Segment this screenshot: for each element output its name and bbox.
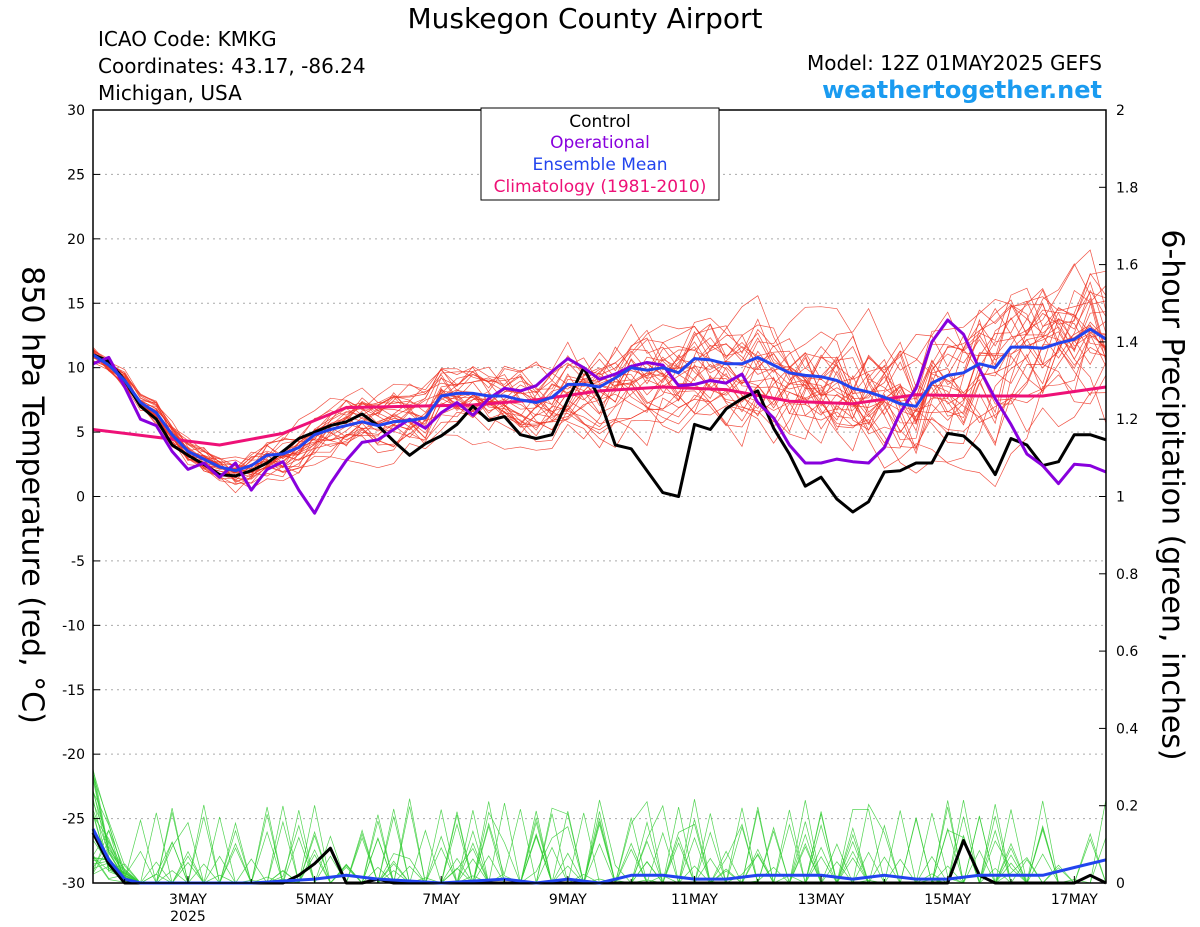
x-tick-label: 13MAY — [798, 892, 845, 908]
precipitation-member-line — [92, 809, 1106, 884]
coordinates: Coordinates: 43.17, -86.24 — [98, 54, 366, 78]
x-tick-label: 3MAY — [169, 892, 207, 908]
y-tick-label: -10 — [62, 618, 85, 634]
y2-tick-label: 2 — [1116, 103, 1125, 119]
climatology-1981-2010-temp-line — [92, 385, 1107, 447]
operational-temp-line — [92, 318, 1107, 515]
legend-climatology: Climatology (1981-2010) — [494, 177, 707, 197]
temperature-member-line — [92, 300, 1107, 477]
legend-box — [480, 107, 720, 201]
temperature-member-line — [92, 272, 1107, 470]
precipitation-member-line — [92, 808, 1106, 884]
temperature-member-line — [92, 270, 1107, 469]
y2-axis-label: 6-hour Precipitation (green, inches) — [1154, 229, 1190, 761]
y-tick-label: 20 — [67, 232, 85, 248]
legend-operational: Operational — [550, 133, 650, 153]
temperature-member-line — [92, 281, 1107, 484]
y2-tick-label: 1.4 — [1116, 335, 1138, 351]
y2-tick-label: 0.6 — [1116, 644, 1138, 660]
temperature-member-line — [92, 289, 1107, 494]
precipitation-member-line — [92, 800, 1106, 884]
ensemble-mean-temp-line — [92, 327, 1107, 473]
y2-tick-label: 0.2 — [1116, 799, 1138, 815]
y-tick-label: -5 — [71, 554, 85, 570]
temperature-members — [92, 249, 1107, 494]
x-tick-label: 17MAY — [1051, 892, 1098, 908]
y2-tick-label: 1 — [1116, 490, 1125, 506]
chart-title: Muskegon County Airport — [407, 2, 763, 35]
y-tick-label: 25 — [67, 167, 85, 183]
y2-tick-label: 0.8 — [1116, 567, 1138, 583]
y-tick-label: -25 — [62, 812, 85, 828]
temperature-member-line — [92, 328, 1107, 477]
precipitation-member-line — [92, 798, 1107, 884]
legend-ensemble-mean: Ensemble Mean — [532, 155, 667, 175]
y-tick-label: 15 — [67, 296, 85, 312]
axes: 302520151050-5-10-15-20-25-3021.81.61.41… — [62, 103, 1138, 925]
temperature-member-line — [92, 333, 1107, 474]
y2-tick-label: 0.4 — [1116, 721, 1138, 737]
y-axis-label: 850 hPa Temperature (red, °C) — [14, 266, 50, 724]
y2-tick-label: 1.6 — [1116, 258, 1138, 274]
y-tick-label: 30 — [67, 103, 85, 119]
temperature-member-line — [92, 295, 1107, 471]
grid-lines — [93, 173, 1106, 820]
icao-code: ICAO Code: KMKG — [98, 27, 277, 51]
temperature-member-line — [92, 323, 1107, 482]
precipitation-member-line — [92, 803, 1106, 885]
legend: Control Operational Ensemble Mean Climat… — [480, 107, 720, 201]
x-tick-label: 15MAY — [924, 892, 971, 908]
y-tick-label: 5 — [76, 425, 85, 441]
y-tick-label: -20 — [62, 747, 85, 763]
x-tick-label: 11MAY — [671, 892, 718, 908]
temperature-member-line — [92, 318, 1107, 470]
x-tick-label: 7MAY — [422, 892, 460, 908]
y-tick-label: 0 — [76, 490, 85, 506]
y-tick-label: -15 — [62, 683, 85, 699]
y-tick-label: -30 — [62, 876, 85, 892]
location: Michigan, USA — [98, 81, 242, 105]
y-tick-label: 10 — [67, 361, 85, 377]
x-tick-sublabel: 2025 — [170, 909, 206, 925]
y2-tick-label: 1.8 — [1116, 180, 1138, 196]
x-tick-label: 5MAY — [296, 892, 334, 908]
y2-tick-label: 1.2 — [1116, 412, 1138, 428]
model-run: Model: 12Z 01MAY2025 GEFS — [807, 51, 1102, 75]
site-link[interactable]: weathertogether.net — [822, 76, 1102, 104]
temperature-member-line — [92, 263, 1107, 479]
y2-tick-label: 0 — [1116, 876, 1125, 892]
precipitation-member-line — [92, 800, 1106, 884]
control-temp-line — [92, 353, 1107, 514]
legend-control: Control — [569, 112, 630, 132]
x-tick-label: 9MAY — [549, 892, 587, 908]
